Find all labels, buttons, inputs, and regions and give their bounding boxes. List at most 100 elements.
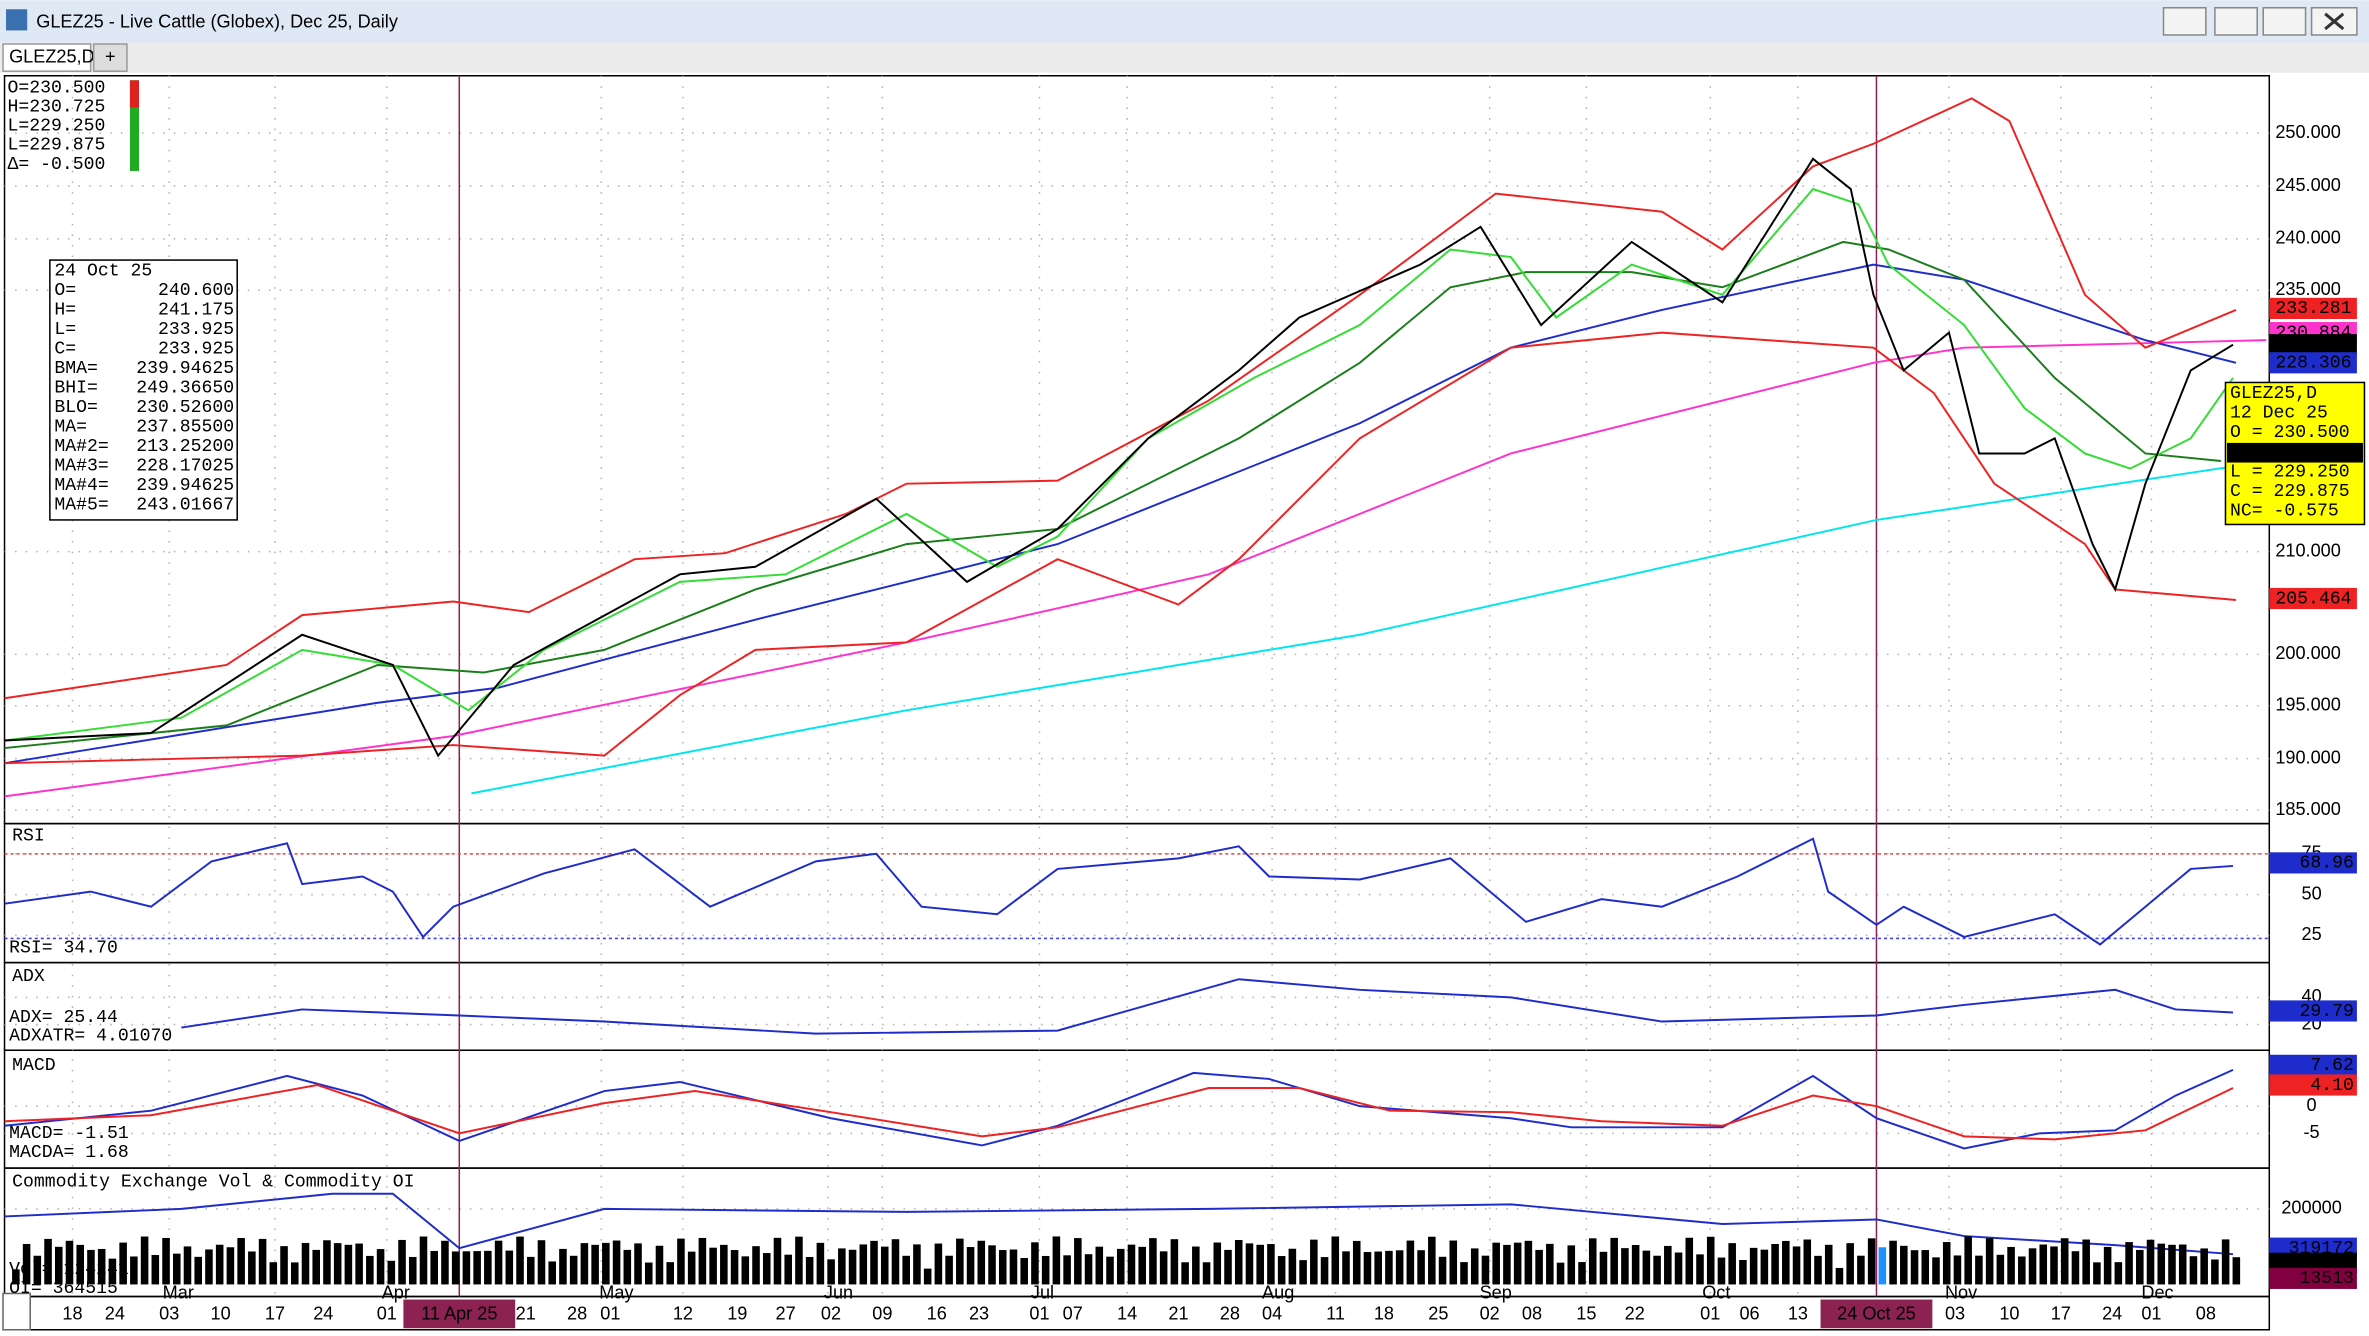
volume-bar (773, 1237, 782, 1285)
scroll-handle[interactable] (2, 1292, 31, 1331)
volume-bar (1492, 1242, 1500, 1285)
ma-line (4, 339, 2267, 798)
ma-line (4, 240, 2222, 750)
cursor-value: 233.925 (158, 340, 234, 360)
volume-bar (1664, 1245, 1672, 1285)
volume-bar (2103, 1246, 2112, 1285)
panel-reading: RSI= 34.70 (9, 938, 118, 958)
volume-bar (2007, 1246, 2015, 1285)
date-label: 25 (1428, 1303, 1448, 1323)
tab[interactable] (2, 43, 92, 72)
volume-bar (1095, 1246, 1104, 1285)
new-tab[interactable] (92, 43, 128, 72)
axis-label: -5 (2304, 1122, 2320, 1142)
panel-tag-label: 13513 (2300, 1269, 2354, 1289)
volume-bar (1192, 1246, 1200, 1285)
month-label: Jul (1031, 1282, 1054, 1302)
cursor-value: 241.175 (158, 301, 234, 321)
volume-bar (1524, 1240, 1533, 1285)
volume-bar (730, 1250, 739, 1285)
last-reading: GLEZ25,D (2230, 384, 2317, 404)
volume-bar (258, 1238, 267, 1285)
volume-bar (2168, 1244, 2176, 1285)
price-tag-label: 233.281 (2275, 299, 2351, 319)
volume-bar (1470, 1248, 1479, 1285)
panel-label: MACD (12, 1056, 56, 1076)
cursor-value: 249.36650 (136, 379, 234, 399)
volume-bar (2071, 1251, 2080, 1285)
macd-line (4, 1068, 2234, 1150)
cursor-value: 237.85500 (136, 418, 234, 438)
volume-bar (1513, 1242, 1522, 1285)
volume-bar (2211, 1259, 2219, 1285)
volume-bar (1213, 1242, 1222, 1285)
price-tag (2269, 334, 2357, 356)
last-reading: O = 230.500 (2230, 423, 2350, 443)
volume-bar (741, 1256, 750, 1285)
volume-bar (451, 1251, 460, 1285)
volume-bar (1749, 1247, 1758, 1285)
cursor-label: MA#2= (54, 437, 108, 457)
volume-bar (752, 1246, 760, 1285)
volume-bar (1739, 1259, 1747, 1285)
volume-bar (591, 1244, 599, 1285)
volume-bar (1331, 1236, 1340, 1285)
volume-bar (612, 1240, 621, 1285)
volume-bar (1406, 1240, 1415, 1285)
date-label: 12 (673, 1303, 693, 1323)
volume-bar (902, 1255, 910, 1285)
volume-bar (998, 1250, 1007, 1285)
maximize-button[interactable] (2262, 7, 2307, 36)
volume-bar (44, 1238, 52, 1285)
range-bar (129, 80, 139, 171)
volume-bar (1535, 1249, 1543, 1285)
volume-bar (1964, 1236, 1972, 1285)
volume-bar (108, 1258, 117, 1285)
volume-bar (280, 1246, 288, 1285)
panel-reading: Vol= 124241 (9, 1260, 129, 1280)
volume-bar (870, 1240, 878, 1285)
volume-bar (816, 1242, 825, 1285)
volume-bar (784, 1254, 792, 1285)
price-line (4, 157, 2234, 758)
minimize-button[interactable] (2214, 7, 2258, 36)
volume-bar (1824, 1244, 1833, 1285)
volume-bar (54, 1246, 63, 1285)
panel-tag-label: 4.10 (2310, 1076, 2354, 1096)
volume-bar (2157, 1243, 2166, 1285)
volume-bar (1717, 1257, 1726, 1285)
volume-bar (1546, 1243, 1554, 1285)
volume-bar (1352, 1240, 1361, 1285)
volume-bar (805, 1257, 814, 1285)
volume-bar (966, 1247, 975, 1285)
volume-bar (76, 1244, 85, 1285)
volume-bar (923, 1268, 932, 1285)
cursor-label: MA#3= (54, 456, 108, 476)
volume-bar (1621, 1248, 1629, 1285)
volume-bar (205, 1249, 213, 1285)
axis-label: 0 (2307, 1095, 2317, 1115)
date-label: 02 (821, 1303, 841, 1323)
volume-bar (162, 1237, 170, 1285)
volume-bar (623, 1249, 632, 1285)
price-tick-label: 200.000 (2275, 643, 2341, 663)
volume-bar (720, 1244, 728, 1285)
volume-bar (1224, 1249, 1232, 1285)
tab-label: GLEZ25,D (9, 46, 95, 66)
volume-bar (1159, 1251, 1168, 1285)
date-label: 03 (1945, 1303, 1965, 1323)
volume-bar (1803, 1239, 1812, 1285)
volume-bar (140, 1236, 149, 1285)
volume-bar (559, 1248, 567, 1285)
volume-bar (2189, 1256, 2198, 1285)
volume-bar (1288, 1248, 1297, 1285)
volume-bar (1782, 1240, 1790, 1285)
volume-bar (1578, 1262, 1586, 1285)
cursor-label: O= (54, 281, 76, 301)
volume-bar (387, 1260, 396, 1285)
link-button[interactable] (2162, 7, 2207, 36)
price-tag (2269, 587, 2357, 610)
cursor-value: 213.25200 (136, 437, 234, 457)
price-tick-label: 195.000 (2275, 695, 2341, 715)
